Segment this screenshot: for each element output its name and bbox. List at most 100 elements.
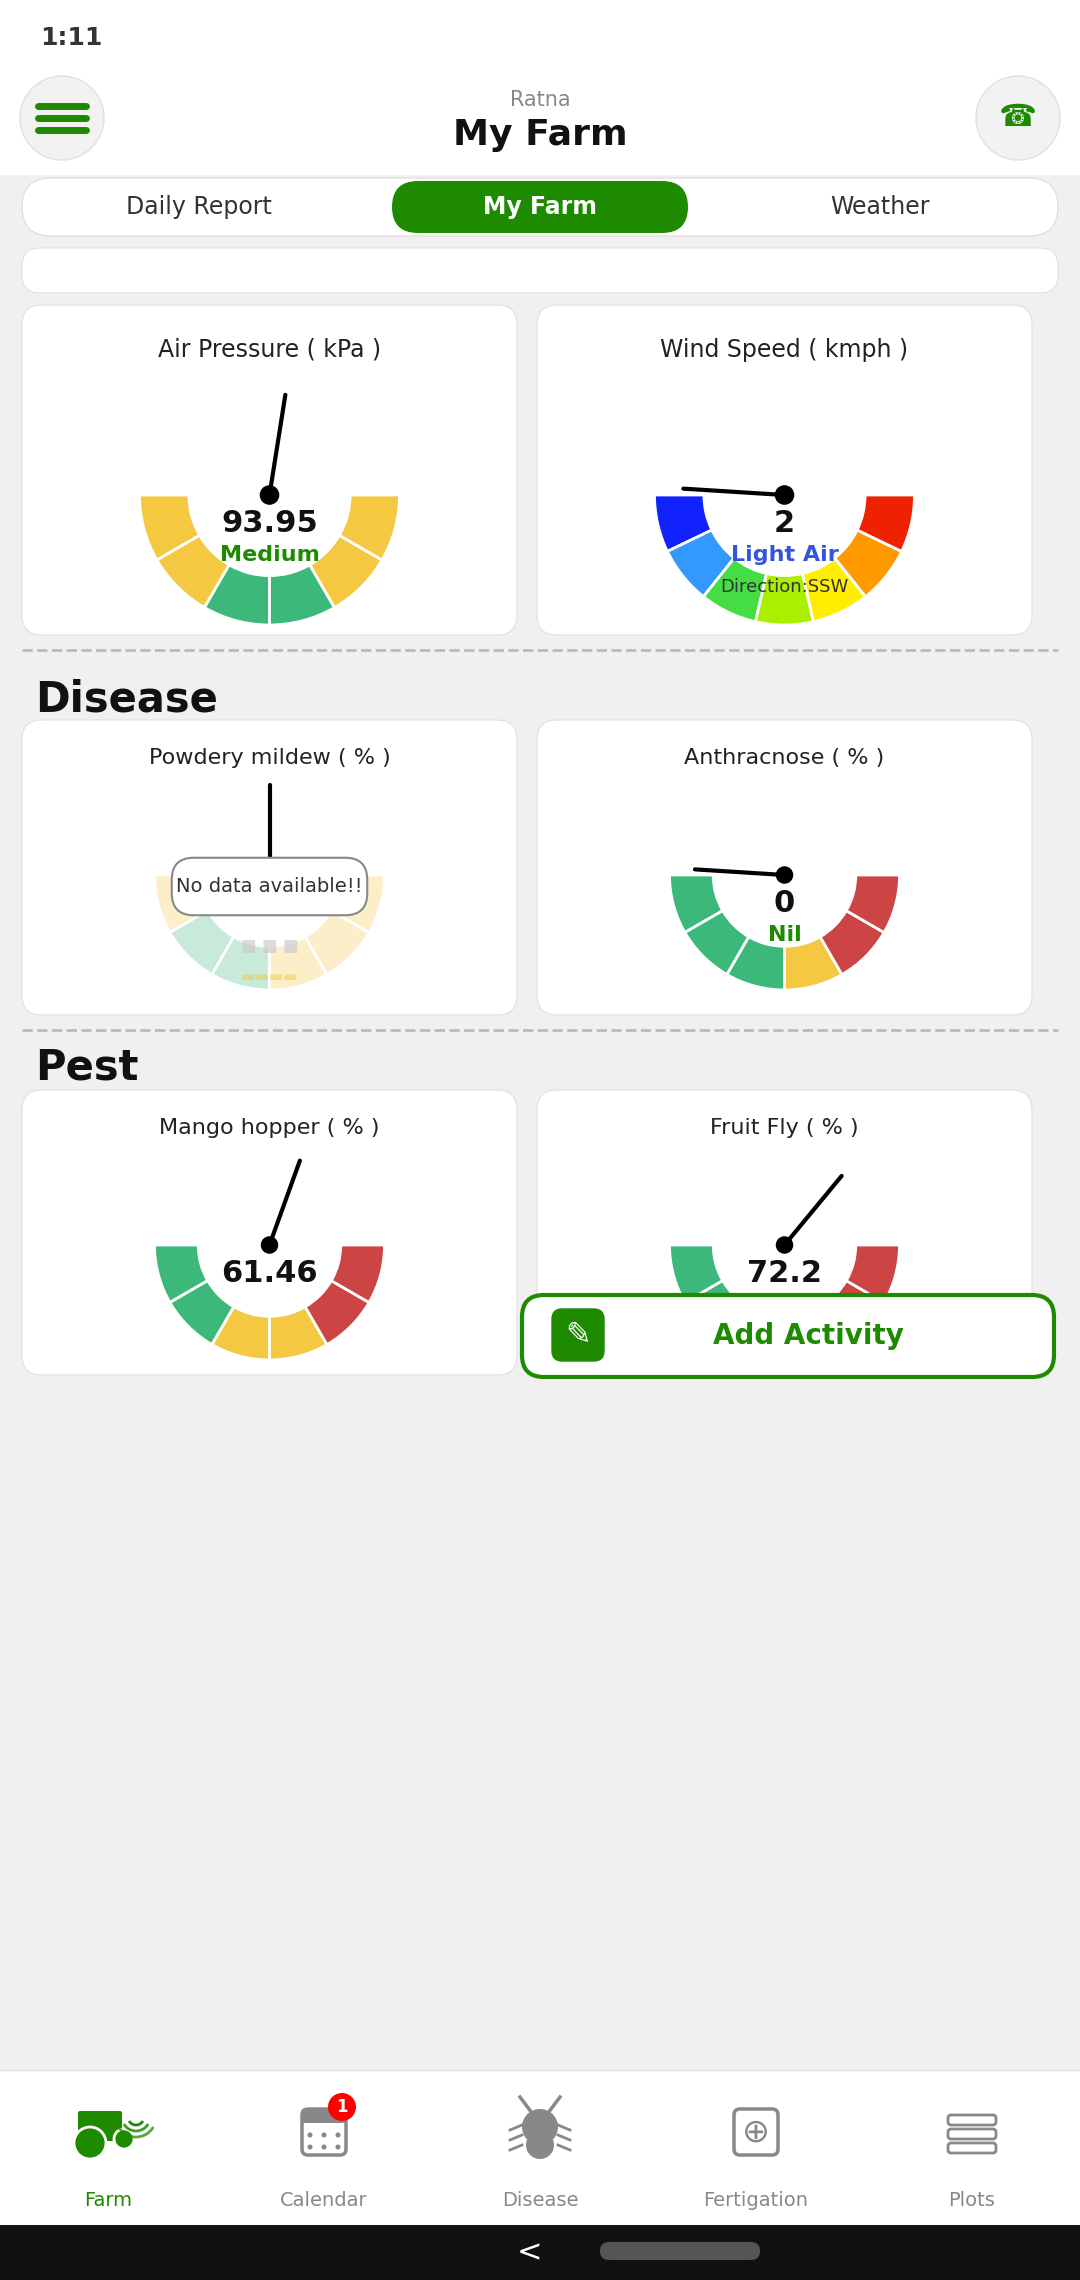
Wedge shape <box>212 937 270 990</box>
Circle shape <box>322 2145 326 2150</box>
Wedge shape <box>685 1281 748 1345</box>
Text: Disease: Disease <box>502 2191 578 2209</box>
Wedge shape <box>270 937 327 990</box>
Wedge shape <box>339 495 400 561</box>
Text: Wind Speed ( kmph ): Wind Speed ( kmph ) <box>661 337 908 363</box>
Text: ✎: ✎ <box>565 1320 591 1350</box>
Wedge shape <box>139 495 200 561</box>
Wedge shape <box>170 910 234 974</box>
Text: Anthracnose ( % ): Anthracnose ( % ) <box>685 748 885 768</box>
Circle shape <box>261 1238 278 1254</box>
Text: ☎: ☎ <box>999 103 1037 132</box>
Wedge shape <box>310 536 382 606</box>
Wedge shape <box>152 876 387 992</box>
Text: Fruit Fly ( % ): Fruit Fly ( % ) <box>711 1117 859 1138</box>
Wedge shape <box>756 575 813 625</box>
Wedge shape <box>835 529 902 597</box>
Text: 93.95: 93.95 <box>221 508 318 538</box>
Wedge shape <box>654 495 712 552</box>
FancyBboxPatch shape <box>172 857 367 914</box>
FancyBboxPatch shape <box>22 249 1058 294</box>
Circle shape <box>777 866 793 882</box>
FancyBboxPatch shape <box>948 2130 996 2139</box>
FancyBboxPatch shape <box>948 2143 996 2152</box>
Text: Farm: Farm <box>84 2191 132 2209</box>
Text: 72.2: 72.2 <box>747 1259 822 1288</box>
FancyBboxPatch shape <box>22 720 517 1015</box>
Wedge shape <box>670 1245 723 1302</box>
Wedge shape <box>784 937 842 990</box>
Bar <box>0 62 1080 176</box>
FancyBboxPatch shape <box>948 2116 996 2125</box>
Text: Direction:SSW: Direction:SSW <box>720 579 849 595</box>
Wedge shape <box>670 876 723 933</box>
Wedge shape <box>703 559 767 622</box>
Text: 0: 0 <box>774 889 795 917</box>
Circle shape <box>328 2093 356 2120</box>
Text: Fertigation: Fertigation <box>703 2191 809 2209</box>
Wedge shape <box>306 1281 369 1345</box>
Text: 2: 2 <box>774 508 795 538</box>
Text: Air Pressure ( kPa ): Air Pressure ( kPa ) <box>158 337 381 363</box>
Text: Disease: Disease <box>35 679 218 720</box>
Wedge shape <box>157 536 229 606</box>
FancyBboxPatch shape <box>22 306 517 636</box>
Text: My Farm: My Farm <box>483 196 597 219</box>
Text: Pest: Pest <box>35 1047 138 1090</box>
Text: 1:11: 1:11 <box>40 25 103 50</box>
FancyBboxPatch shape <box>600 2241 760 2259</box>
Wedge shape <box>667 529 734 597</box>
Wedge shape <box>727 1306 784 1359</box>
Text: Light Air: Light Air <box>731 545 838 565</box>
Wedge shape <box>847 876 900 933</box>
Circle shape <box>777 1238 793 1254</box>
Text: Ratna: Ratna <box>510 89 570 109</box>
Text: Calendar: Calendar <box>280 2191 368 2209</box>
Wedge shape <box>784 1306 842 1359</box>
Wedge shape <box>270 1306 327 1359</box>
Wedge shape <box>154 876 207 933</box>
Circle shape <box>308 2145 312 2150</box>
Wedge shape <box>685 910 748 974</box>
Wedge shape <box>847 1245 900 1302</box>
Text: My Farm: My Farm <box>453 119 627 153</box>
Circle shape <box>114 2130 134 2150</box>
Wedge shape <box>332 1245 384 1302</box>
Wedge shape <box>212 1306 270 1359</box>
FancyBboxPatch shape <box>537 1090 1032 1375</box>
Text: <: < <box>517 2239 543 2269</box>
Bar <box>0 0 1080 62</box>
Bar <box>302 2109 346 2123</box>
Circle shape <box>526 2132 554 2159</box>
Wedge shape <box>306 910 369 974</box>
Text: Daily Report: Daily Report <box>126 196 272 219</box>
Text: Powdery mildew ( % ): Powdery mildew ( % ) <box>149 748 390 768</box>
Circle shape <box>336 2132 340 2139</box>
Circle shape <box>522 2109 558 2145</box>
FancyBboxPatch shape <box>302 2109 346 2155</box>
Text: ⊕: ⊕ <box>742 2116 770 2148</box>
Circle shape <box>976 75 1059 160</box>
FancyBboxPatch shape <box>552 1309 604 1361</box>
Wedge shape <box>154 1245 207 1302</box>
Text: Mango hopper ( % ): Mango hopper ( % ) <box>159 1117 380 1138</box>
Text: Plots: Plots <box>948 2191 996 2209</box>
Circle shape <box>322 2132 326 2139</box>
Circle shape <box>336 2145 340 2150</box>
Circle shape <box>775 486 794 504</box>
Wedge shape <box>204 565 270 625</box>
Wedge shape <box>270 565 335 625</box>
Circle shape <box>75 2127 106 2159</box>
Text: 1: 1 <box>336 2098 348 2116</box>
Wedge shape <box>170 1281 234 1345</box>
Text: Nil: Nil <box>768 926 801 944</box>
Text: Weather: Weather <box>831 196 930 219</box>
Text: 61.46: 61.46 <box>221 1259 318 1288</box>
Text: Add Activity: Add Activity <box>713 1322 904 1350</box>
Wedge shape <box>820 910 885 974</box>
Circle shape <box>260 486 279 504</box>
FancyBboxPatch shape <box>22 178 1058 237</box>
Wedge shape <box>820 1281 885 1345</box>
Wedge shape <box>152 876 387 992</box>
FancyBboxPatch shape <box>734 2109 778 2155</box>
